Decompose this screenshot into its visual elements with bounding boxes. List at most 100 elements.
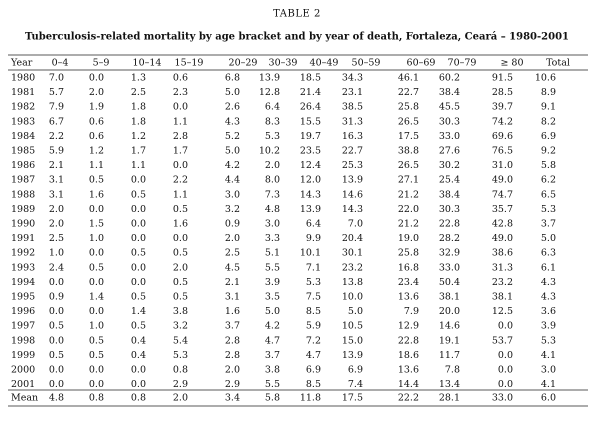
table-cell: 4.3 xyxy=(541,292,556,303)
table-cell: 4.7 xyxy=(265,335,280,346)
table-cell: 17.5 xyxy=(398,131,419,142)
table-cell: 1.6 xyxy=(225,306,240,317)
table-cell: 1981 xyxy=(11,87,35,98)
table-cell: 2.0 xyxy=(173,262,188,273)
table-cell: 0.0 xyxy=(498,365,513,376)
table-cell: 1.1 xyxy=(89,160,104,171)
table-cell: 23.4 xyxy=(398,277,419,288)
mean-cell: 3.4 xyxy=(225,393,240,404)
table-cell: 0.4 xyxy=(131,350,146,361)
table-cell: 2.2 xyxy=(49,131,64,142)
column-header: 5–9 xyxy=(93,58,110,69)
table-cell: 30.2 xyxy=(439,160,460,171)
table-cell: 46.1 xyxy=(398,73,419,84)
mean-cell: 0.8 xyxy=(89,393,104,404)
table-cell: 2.9 xyxy=(225,379,240,390)
table-cell: 38.1 xyxy=(439,292,460,303)
table-cell: 5.0 xyxy=(265,306,280,317)
table-cell: 12.8 xyxy=(259,87,280,98)
table-cell: 4.5 xyxy=(225,262,240,273)
table-cell: 10.6 xyxy=(535,73,556,84)
table-cell: 3.1 xyxy=(225,292,240,303)
table-cell: 1989 xyxy=(11,204,35,215)
table-cell: 31.3 xyxy=(492,262,513,273)
table-cell: 5.3 xyxy=(306,277,321,288)
table-cell: 4.1 xyxy=(541,379,556,390)
table-cell: 13.9 xyxy=(300,204,321,215)
table-cell: 3.0 xyxy=(265,219,280,230)
mean-cell: 4.8 xyxy=(49,393,64,404)
mean-cell: Mean xyxy=(11,393,38,404)
table-cell: 8.3 xyxy=(265,116,280,127)
table-cell: 25.8 xyxy=(398,248,419,259)
table-cell: 5.0 xyxy=(541,233,556,244)
table-cell: 2.0 xyxy=(89,87,104,98)
table-cell: 0.0 xyxy=(131,365,146,376)
column-header: 20–29 xyxy=(229,58,258,69)
table-cell: 3.1 xyxy=(49,189,64,200)
table-cell: 7.1 xyxy=(306,262,321,273)
table-cell: 1986 xyxy=(11,160,35,171)
table-cell: 1.4 xyxy=(131,306,146,317)
table-cell: 0.0 xyxy=(131,233,146,244)
table-cell: 22.0 xyxy=(398,204,419,215)
table-cell: 5.0 xyxy=(348,306,363,317)
table-cell: 21.2 xyxy=(398,189,419,200)
column-header: Year xyxy=(10,58,33,69)
table-cell: 2.2 xyxy=(173,175,188,186)
table-cell: 2.5 xyxy=(225,248,240,259)
table-cell: 1991 xyxy=(11,233,35,244)
table-cell: 8.9 xyxy=(541,87,556,98)
table-cell: 7.4 xyxy=(348,379,363,390)
table-cell: 0.4 xyxy=(131,335,146,346)
table-cell: 13.4 xyxy=(439,379,460,390)
table-cell: 4.2 xyxy=(225,160,240,171)
table-cell: 10.5 xyxy=(342,321,363,332)
table-cell: 14.4 xyxy=(398,379,419,390)
table-cell: 1.6 xyxy=(89,189,104,200)
table-cell: 0.5 xyxy=(49,350,64,361)
table-cell: 0.0 xyxy=(498,321,513,332)
table-cell: 25.4 xyxy=(439,175,460,186)
table-cell: 1999 xyxy=(11,350,35,361)
table-cell: 7.8 xyxy=(445,365,460,376)
table-cell: 1998 xyxy=(11,335,35,346)
table-cell: 3.0 xyxy=(225,189,240,200)
table-cell: 8.0 xyxy=(265,175,280,186)
table-cell: 1.8 xyxy=(131,116,146,127)
table-cell: 4.3 xyxy=(541,277,556,288)
table-cell: 3.6 xyxy=(541,306,556,317)
table-cell: 7.2 xyxy=(306,335,321,346)
table-cell: 27.1 xyxy=(398,175,419,186)
table-cell: 0.0 xyxy=(498,379,513,390)
table-cell: 28.5 xyxy=(492,87,513,98)
column-header: 60–69 xyxy=(407,58,436,69)
column-header: 15–19 xyxy=(175,58,204,69)
table-cell: 0.5 xyxy=(173,248,188,259)
table-cell: 31.3 xyxy=(342,116,363,127)
table-cell: 2.8 xyxy=(225,335,240,346)
column-header: ≥ 80 xyxy=(500,58,523,69)
table-cell: 2.5 xyxy=(131,87,146,98)
table-cell: 0.0 xyxy=(49,335,64,346)
table-cell: 15.0 xyxy=(342,335,363,346)
table-cell: 23.2 xyxy=(342,262,363,273)
table-cell: 1.5 xyxy=(89,219,104,230)
table-cell: 3.8 xyxy=(173,306,188,317)
table-cell: 2.4 xyxy=(49,262,64,273)
table-cell: 4.3 xyxy=(225,116,240,127)
column-header: 10–14 xyxy=(133,58,162,69)
table-cell: 42.8 xyxy=(492,219,513,230)
table-cell: 33.0 xyxy=(439,131,460,142)
table-cell: 1983 xyxy=(11,116,35,127)
table-cell: 1.6 xyxy=(173,219,188,230)
table-cell: 2.3 xyxy=(173,87,188,98)
table-cell: 76.5 xyxy=(492,146,513,157)
table-cell: 0.6 xyxy=(89,116,104,127)
table-cell: 0.5 xyxy=(131,189,146,200)
table-cell: 6.1 xyxy=(541,262,556,273)
table-cell: 3.7 xyxy=(225,321,240,332)
table-cell: 7.0 xyxy=(348,219,363,230)
table-cell: 0.5 xyxy=(131,248,146,259)
